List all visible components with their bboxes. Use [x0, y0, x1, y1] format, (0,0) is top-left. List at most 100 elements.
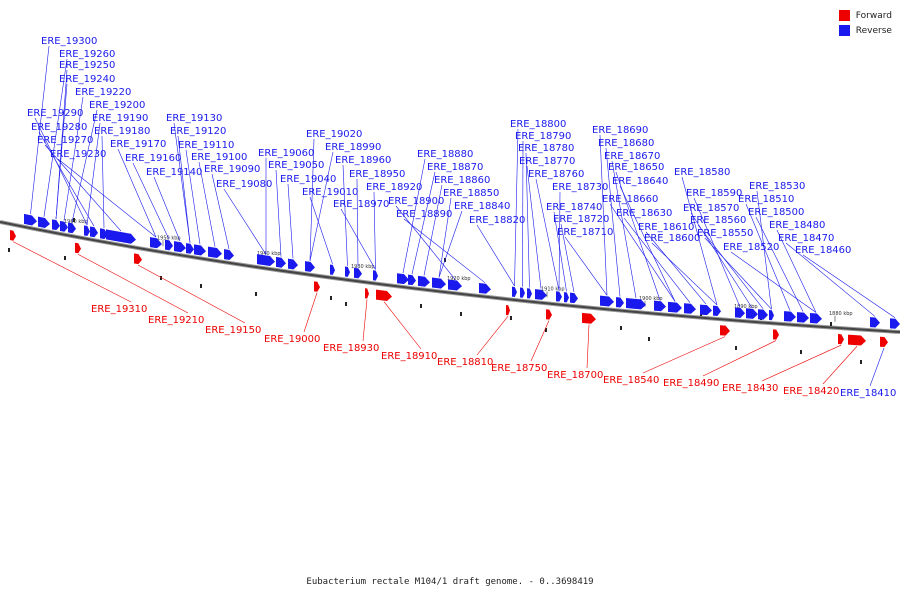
reverse-gene-leader-15	[173, 122, 191, 243]
reverse-gene-label-19: ERE_19090	[204, 164, 260, 175]
reverse-gene-leader-24	[309, 138, 315, 261]
reverse-gene-arrow-27	[432, 277, 446, 289]
forward-gene-leader-7	[530, 320, 550, 362]
forward-gene-leader-1	[77, 253, 189, 314]
reverse-gene-arrow-12	[186, 243, 194, 254]
reverse-gene-arrow-42	[684, 303, 696, 314]
reverse-gene-arrow-50	[797, 312, 809, 323]
legend-reverse-label: Reverse	[855, 25, 892, 36]
reverse-gene-label-7: ERE_19190	[92, 113, 148, 124]
reverse-gene-label-15: ERE_19130	[166, 113, 222, 124]
forward-gene-arrow-8	[582, 312, 596, 324]
reverse-gene-arrow-0	[24, 213, 37, 226]
reverse-gene-arrow-8	[106, 229, 136, 244]
reverse-gene-arrow-20	[330, 264, 335, 275]
reverse-gene-label-60: ERE_18560	[690, 215, 746, 226]
reverse-gene-label-63: ERE_18510	[738, 194, 794, 205]
reverse-gene-label-36: ERE_18900	[388, 196, 444, 207]
reverse-gene-label-4: ERE_19220	[75, 87, 131, 98]
reverse-gene-label-9: ERE_19180	[94, 126, 150, 137]
marker-2	[73, 218, 75, 222]
reverse-gene-label-51: ERE_18650	[608, 162, 664, 173]
reverse-gene-leader-50	[611, 160, 637, 299]
reverse-gene-leader-39	[514, 128, 519, 286]
reverse-gene-label-65: ERE_18520	[723, 242, 779, 253]
tick-label-6: 1900 kbp	[639, 296, 663, 302]
reverse-gene-arrow-34	[556, 291, 562, 302]
reverse-gene-label-32: ERE_18870	[427, 162, 483, 173]
reverse-gene-arrow-29	[479, 283, 491, 294]
reverse-gene-label-48: ERE_18690	[592, 125, 648, 136]
reverse-gene-arrow-40	[654, 300, 666, 312]
forward-gene-label-2: ERE_19150	[205, 325, 261, 336]
reverse-gene-leader-47	[564, 236, 608, 296]
reverse-gene-leader-58	[693, 197, 741, 307]
reverse-gene-leader-29	[340, 208, 376, 270]
forward-gene-label-12: ERE_18420	[783, 386, 839, 397]
marker-4	[200, 284, 202, 288]
forward-gene-label-9: ERE_18540	[603, 375, 659, 386]
reverse-gene-leader-40	[522, 140, 524, 287]
reverse-gene-leader-25	[309, 151, 334, 261]
forward-gene-label-11: ERE_18430	[722, 383, 778, 394]
reverse-gene-leader-16	[177, 135, 191, 243]
tick-label-4: 1920 kbp	[447, 276, 471, 282]
forward-gene-label-8: ERE_18700	[547, 370, 603, 381]
forward-gene-label-13: ERE_18410	[840, 388, 896, 399]
reverse-gene-label-35: ERE_18840	[454, 201, 510, 212]
reverse-gene-label-59: ERE_18570	[683, 203, 739, 214]
reverse-gene-arrow-37	[600, 295, 614, 307]
reverse-gene-leader-56	[651, 242, 718, 306]
reverse-gene-leader-11	[57, 158, 157, 238]
reverse-gene-leader-20	[223, 188, 267, 255]
reverse-gene-leader-60	[697, 224, 764, 309]
reverse-gene-leader-35	[438, 210, 463, 278]
reverse-gene-leader-65	[730, 251, 817, 313]
forward-gene-label-6: ERE_18810	[437, 357, 493, 368]
reverse-gene-label-39: ERE_18800	[510, 119, 566, 130]
reverse-gene-arrow-33	[535, 289, 547, 300]
reverse-gene-leader-13	[132, 162, 170, 240]
reverse-gene-label-31: ERE_18880	[417, 149, 473, 160]
reverse-gene-label-16: ERE_19120	[170, 126, 226, 137]
forward-gene-leader-11	[761, 344, 842, 382]
reverse-gene-label-5: ERE_19200	[89, 100, 145, 111]
reverse-gene-arrow-31	[520, 287, 525, 298]
forward-gene-arrow-13	[880, 336, 888, 348]
reverse-gene-arrow-44	[713, 305, 721, 316]
reverse-gene-arrow-45	[735, 307, 745, 318]
marker-7	[330, 296, 332, 300]
reverse-gene-label-41: ERE_18780	[518, 143, 574, 154]
forward-gene-leader-4	[362, 299, 368, 342]
reverse-gene-arrow-15	[224, 249, 234, 260]
reverse-gene-arrow-10	[165, 239, 173, 251]
reverse-gene-label-29: ERE_18970	[333, 199, 389, 210]
marker-21	[860, 360, 862, 364]
reverse-gene-leader-4	[63, 96, 84, 221]
forward-gene-leader-0	[12, 241, 132, 303]
reverse-gene-label-1: ERE_19260	[59, 49, 115, 60]
reverse-gene-arrow-6	[90, 226, 98, 238]
reverse-gene-arrow-9	[150, 237, 162, 249]
reverse-gene-label-27: ERE_18960	[335, 155, 391, 166]
reverse-gene-leader-62	[756, 190, 772, 310]
reverse-gene-leader-37	[403, 218, 486, 283]
forward-gene-label-0: ERE_19310	[91, 304, 147, 315]
reverse-gene-label-49: ERE_18680	[598, 138, 654, 149]
reverse-gene-leader-27	[342, 164, 348, 266]
reverse-gene-arrow-41	[668, 301, 682, 313]
legend-forward-swatch	[838, 10, 850, 21]
forward-gene-arrow-5	[376, 289, 392, 302]
marker-13	[545, 328, 547, 332]
reverse-gene-label-14: ERE_19140	[146, 167, 202, 178]
marker-6	[255, 292, 257, 296]
reverse-gene-arrow-16	[257, 254, 275, 267]
tick-label-2: 1940 kbp	[257, 251, 281, 257]
reverse-gene-arrow-48	[769, 310, 774, 321]
marker-14	[620, 326, 622, 330]
reverse-gene-label-30: ERE_18920	[366, 182, 422, 193]
reverse-gene-leader-30	[373, 191, 376, 270]
reverse-gene-leader-26	[309, 196, 333, 264]
marker-20	[830, 322, 832, 326]
legend-reverse: Reverse	[838, 23, 892, 38]
